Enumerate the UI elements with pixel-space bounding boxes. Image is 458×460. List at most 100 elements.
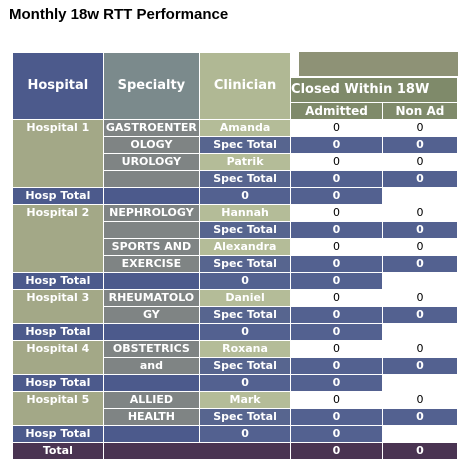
table-row: EXERCISE Spec Total 0 0 bbox=[13, 255, 458, 273]
admitted-value: 0 bbox=[290, 340, 383, 358]
specialty-name-line1[interactable]: SPORTS AND bbox=[102, 238, 201, 256]
hosp-total-admitted: 0 bbox=[199, 323, 292, 341]
hosp-total-row: Hosp Total 0 0 bbox=[12, 323, 458, 341]
spec-total-non-admitted: 0 bbox=[381, 136, 458, 154]
spec-total-non-admitted: 0 bbox=[381, 357, 458, 375]
hosp-total-admitted: 0 bbox=[199, 187, 292, 205]
specialty-name-line1[interactable]: GASTROENTER bbox=[102, 119, 201, 137]
admitted-value: 0 bbox=[290, 238, 383, 256]
hosp-total-row: Hosp Total 0 0 bbox=[12, 272, 458, 290]
clinician-name[interactable]: Patrik bbox=[199, 153, 292, 171]
table-row: Spec Total 0 0 bbox=[13, 170, 458, 188]
hosp-total-non-admitted: 0 bbox=[290, 187, 383, 205]
hosp-total-blank bbox=[102, 323, 201, 341]
specialty-name-line2: HEALTH bbox=[102, 408, 201, 426]
hosp-total-row: Hosp Total 0 0 bbox=[12, 425, 458, 443]
specialty-name-line1[interactable]: NEPHROLOGY bbox=[102, 204, 201, 222]
specialty-name-line1[interactable]: OBSTETRICS bbox=[102, 340, 201, 358]
spec-total-admitted: 0 bbox=[290, 136, 383, 154]
grand-total-label: Total bbox=[12, 442, 104, 460]
non-admitted-value: 0 bbox=[381, 340, 458, 358]
non-admitted-value: 0 bbox=[381, 153, 458, 171]
specialty-name-line2: EXERCISE bbox=[102, 255, 201, 273]
column-header-admitted[interactable]: Admitted bbox=[290, 102, 383, 120]
table-row: and Spec Total 0 0 bbox=[13, 357, 458, 375]
column-header-hospital[interactable]: Hospital bbox=[12, 52, 104, 120]
hosp-total-label: Hosp Total bbox=[12, 425, 104, 443]
admitted-value: 0 bbox=[290, 289, 383, 307]
clinician-name[interactable]: Roxana bbox=[199, 340, 292, 358]
table-row: Hospital 5 ALLIED Mark 0 0 bbox=[12, 391, 458, 426]
spec-total-non-admitted: 0 bbox=[381, 221, 458, 239]
table-row: Hospital 4 OBSTETRICS Roxana 0 0 bbox=[12, 340, 458, 375]
spec-total-label: Spec Total bbox=[199, 408, 292, 426]
spec-total-label: Spec Total bbox=[199, 255, 292, 273]
hosp-total-admitted: 0 bbox=[199, 374, 292, 392]
spec-total-admitted: 0 bbox=[290, 306, 383, 324]
column-group-closed-within-18w: Closed Within 18W bbox=[290, 77, 458, 103]
hospital-name[interactable]: Hospital 1 bbox=[12, 119, 104, 188]
spec-total-admitted: 0 bbox=[290, 170, 383, 188]
table-row: HEALTH Spec Total 0 0 bbox=[13, 408, 458, 426]
hosp-total-non-admitted: 0 bbox=[290, 272, 383, 290]
specialty-name-line1[interactable]: UROLOGY bbox=[102, 153, 201, 171]
specialty-name-line2: OLOGY bbox=[102, 136, 201, 154]
clinician-name[interactable]: Amanda bbox=[199, 119, 292, 137]
table-row: Hospital 1 GASTROENTER Amanda 0 0 bbox=[12, 119, 458, 188]
hosp-total-blank bbox=[102, 187, 201, 205]
specialty-name-line2: GY bbox=[102, 306, 201, 324]
admitted-value: 0 bbox=[290, 204, 383, 222]
specialty-name-line2 bbox=[102, 170, 201, 188]
column-header-clinician[interactable]: Clinician bbox=[199, 52, 292, 120]
header-spacer bbox=[291, 53, 458, 78]
hosp-total-admitted: 0 bbox=[199, 272, 292, 290]
spec-total-admitted: 0 bbox=[290, 221, 383, 239]
grand-total-non-admitted: 0 bbox=[381, 442, 458, 460]
hospital-name[interactable]: Hospital 4 bbox=[12, 340, 104, 375]
grand-total-row: Total 0 0 bbox=[12, 442, 458, 460]
hosp-total-blank bbox=[102, 374, 201, 392]
hosp-total-admitted: 0 bbox=[199, 425, 292, 443]
spec-total-label: Spec Total bbox=[199, 170, 292, 188]
clinician-name[interactable]: Mark bbox=[199, 391, 292, 409]
spec-total-label: Spec Total bbox=[199, 357, 292, 375]
spec-total-non-admitted: 0 bbox=[381, 170, 458, 188]
non-admitted-value: 0 bbox=[381, 289, 458, 307]
table-row: Hospital 3 RHEUMATOLO Daniel 0 0 bbox=[12, 289, 458, 324]
specialty-name-line1[interactable]: RHEUMATOLO bbox=[102, 289, 201, 307]
hosp-total-row: Hosp Total 0 0 bbox=[12, 187, 458, 205]
table-row: Spec Total 0 0 bbox=[13, 221, 458, 239]
clinician-name[interactable]: Alexandra bbox=[199, 238, 292, 256]
grand-total-blank bbox=[102, 442, 292, 460]
column-header-specialty[interactable]: Specialty bbox=[102, 52, 201, 120]
spec-total-admitted: 0 bbox=[290, 357, 383, 375]
spec-total-label: Spec Total bbox=[199, 136, 292, 154]
non-admitted-value: 0 bbox=[381, 238, 458, 256]
spec-total-non-admitted: 0 bbox=[381, 306, 458, 324]
hospital-name[interactable]: Hospital 2 bbox=[12, 204, 104, 273]
spec-total-non-admitted: 0 bbox=[381, 408, 458, 426]
hospital-name[interactable]: Hospital 3 bbox=[12, 289, 104, 324]
admitted-value: 0 bbox=[290, 391, 383, 409]
non-admitted-value: 0 bbox=[381, 204, 458, 222]
hosp-total-label: Hosp Total bbox=[12, 323, 104, 341]
specialty-name-line1[interactable]: ALLIED bbox=[102, 391, 201, 409]
clinician-name[interactable]: Daniel bbox=[199, 289, 292, 307]
spec-total-admitted: 0 bbox=[290, 408, 383, 426]
column-header-non-admitted[interactable]: Non Ad bbox=[381, 102, 458, 120]
non-admitted-value: 0 bbox=[381, 391, 458, 409]
spec-total-admitted: 0 bbox=[290, 255, 383, 273]
spec-total-non-admitted: 0 bbox=[381, 255, 458, 273]
header-top-band bbox=[299, 52, 458, 76]
hosp-total-label: Hosp Total bbox=[12, 187, 104, 205]
hosp-total-label: Hosp Total bbox=[12, 374, 104, 392]
clinician-name[interactable]: Hannah bbox=[199, 204, 292, 222]
table-row: SPORTS AND Alexandra 0 0 bbox=[13, 238, 458, 256]
table-row: GY Spec Total 0 0 bbox=[13, 306, 458, 324]
non-admitted-value: 0 bbox=[381, 119, 458, 137]
hosp-total-blank bbox=[102, 272, 201, 290]
hospital-name[interactable]: Hospital 5 bbox=[12, 391, 104, 426]
table-row: Hospital 2 NEPHROLOGY Hannah 0 0 bbox=[12, 204, 458, 273]
hosp-total-row: Hosp Total 0 0 bbox=[12, 374, 458, 392]
admitted-value: 0 bbox=[290, 119, 383, 137]
